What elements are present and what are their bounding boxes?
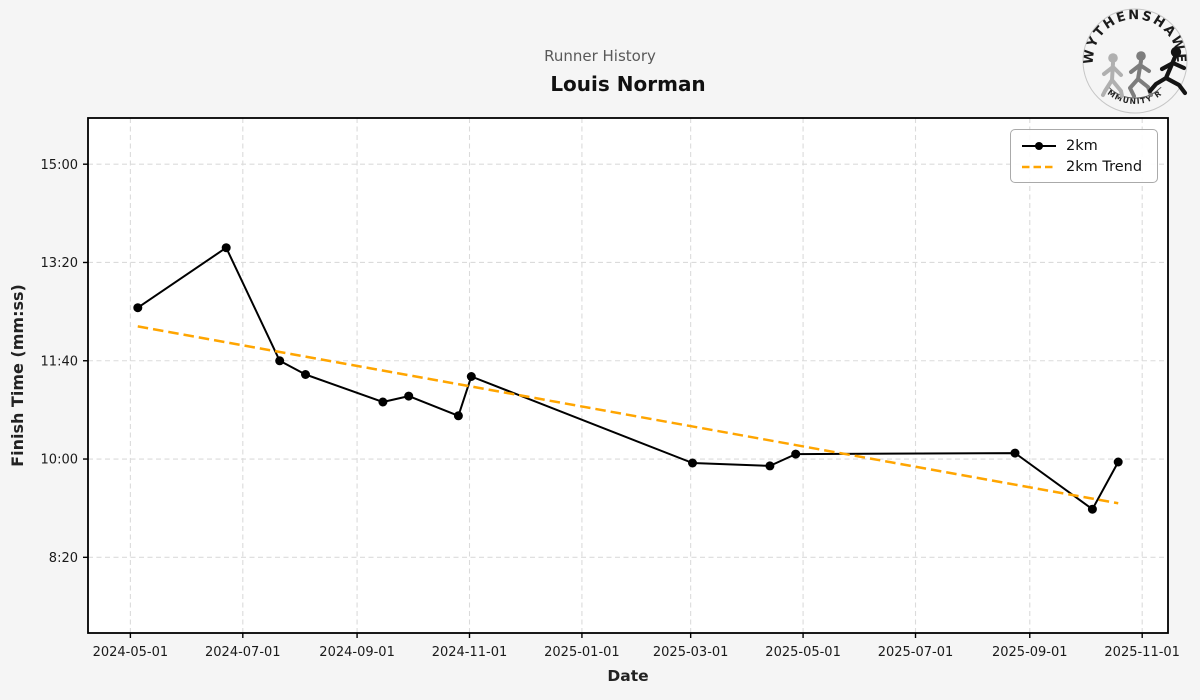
legend-item-2km: 2km: [1021, 138, 1147, 154]
data-point-marker: [301, 370, 310, 379]
data-point-marker: [378, 397, 388, 407]
trend-line-2km: [137, 325, 1119, 505]
data-point-marker: [791, 449, 801, 459]
x-axis-label: Date: [607, 667, 648, 685]
solid-line-marker-icon: [1022, 141, 1056, 150]
data-point-marker: [275, 356, 285, 366]
x-tick-label: 2025-05-01: [765, 645, 841, 660]
data-point-marker: [1087, 504, 1097, 514]
legend: 2km 2km Trend: [1010, 129, 1158, 183]
data-point-marker: [404, 391, 414, 401]
x-tick-label: 2024-09-01: [319, 645, 395, 660]
logo-divider-arc: [1108, 86, 1162, 99]
x-tick-label: 2024-07-01: [205, 645, 281, 660]
figure-subtitle: Runner History: [544, 47, 656, 65]
data-point-marker: [453, 411, 463, 421]
plot-area: [88, 118, 1168, 633]
x-tick-label: 2025-11-01: [1104, 645, 1180, 660]
svg-text:WYTHENSHAWE: WYTHENSHAWE: [1081, 8, 1188, 65]
series-line-2km: [137, 246, 1120, 511]
data-point-marker: [1010, 448, 1020, 458]
data-point-marker: [1113, 457, 1123, 467]
legend-label-2km-trend: 2km Trend: [1066, 158, 1143, 175]
x-tick-label: 2024-11-01: [432, 645, 508, 660]
y-tick-label: 10:00: [41, 453, 78, 468]
runner-name-title: Louis Norman: [550, 72, 706, 96]
data-point-marker: [221, 243, 231, 253]
dashed-line-icon: [1022, 165, 1056, 168]
club-logo: WYTHENSHAWE COMMUNITY RUN: [1080, 4, 1188, 114]
x-tick-label: 2025-03-01: [653, 645, 729, 660]
x-tick-label: 2025-07-01: [878, 645, 954, 660]
data-point-marker: [688, 458, 697, 468]
x-tick-label: 2024-05-01: [93, 645, 169, 660]
y-tick-label: 13:20: [41, 256, 78, 271]
sprinter-icon: [1147, 46, 1188, 96]
y-tick-label: 8:20: [49, 551, 78, 566]
plot-frame: [87, 117, 1169, 634]
legend-item-2km-trend: 2km Trend: [1021, 159, 1147, 175]
x-tick-label: 2025-09-01: [992, 645, 1068, 660]
x-tick-label: 2025-01-01: [544, 645, 620, 660]
y-tick-label: 11:40: [41, 354, 78, 369]
data-point-marker: [765, 461, 775, 471]
legend-label-2km: 2km: [1066, 137, 1098, 154]
logo-top-text: WYTHENSHAWE: [1081, 8, 1186, 65]
data-point-marker: [133, 303, 143, 313]
data-point-marker: [466, 372, 476, 381]
walker-icon: [1101, 53, 1124, 98]
logo-ring: [1082, 8, 1188, 114]
y-tick-label: 15:00: [41, 158, 78, 173]
y-axis-label: Finish Time (mm:ss): [8, 284, 27, 467]
jogger-icon: [1128, 51, 1153, 98]
